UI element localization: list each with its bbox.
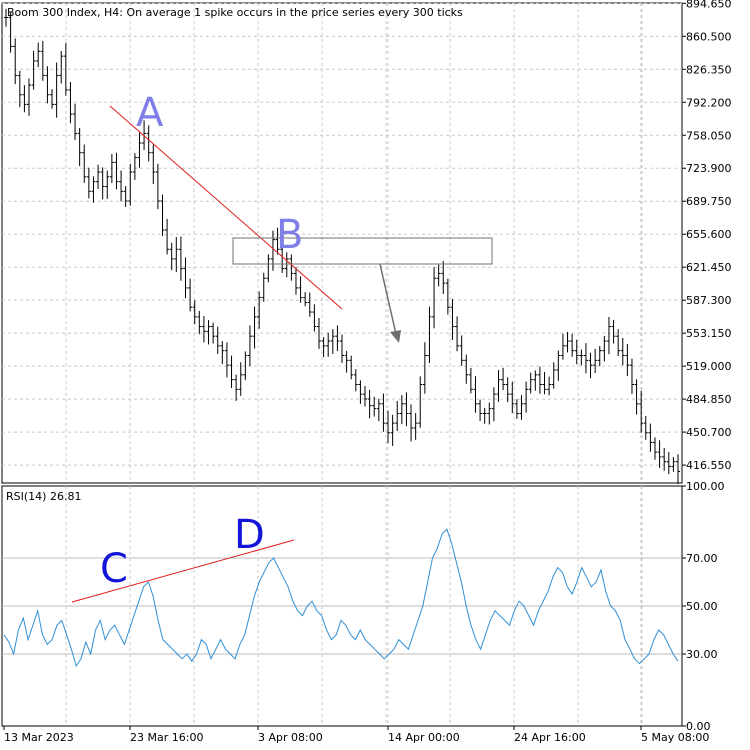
price-tick-label: 894.650 xyxy=(686,0,732,10)
rsi-tick-label: 30.00 xyxy=(686,648,718,661)
annotation-c: C xyxy=(100,546,128,592)
rsi-trendline[interactable] xyxy=(71,539,295,603)
price-tick-label: 587.300 xyxy=(686,294,732,307)
price-tick-label: 860.500 xyxy=(686,30,732,43)
price-tick-label: 689.750 xyxy=(686,195,732,208)
time-tick-label: 5 May 08:00 xyxy=(641,731,709,744)
chart-title: Boom 300 Index, H4: On average 1 spike o… xyxy=(7,6,463,19)
price-tick-label: 416.550 xyxy=(686,459,732,472)
rsi-tick-label: 50.00 xyxy=(686,600,718,613)
arrow-head-icon xyxy=(390,330,401,343)
arrow-shaft[interactable] xyxy=(379,263,397,335)
rsi-axis: 100.00 70.00 50.00 30.00 0.00 xyxy=(682,480,725,733)
price-tick-label: 655.600 xyxy=(686,228,732,241)
price-axis: 894.650 860.500 826.350 792.200 758.050 723.9… xyxy=(682,0,732,472)
price-tick-label: 826.350 xyxy=(686,63,732,76)
annotation-d: D xyxy=(234,512,265,558)
price-tick-label: 723.900 xyxy=(686,162,732,175)
price-tick-label: 758.050 xyxy=(686,129,732,142)
time-tick-label: 3 Apr 08:00 xyxy=(258,731,323,744)
price-tick-label: 792.200 xyxy=(686,96,732,109)
rsi-tick-label: 100.00 xyxy=(686,480,725,493)
time-tick-label: 23 Mar 16:00 xyxy=(130,731,203,744)
rsi-tick-label: 70.00 xyxy=(686,552,718,565)
price-bars xyxy=(4,8,680,485)
annotation-b: B xyxy=(276,212,303,258)
price-tick-label: 484.850 xyxy=(686,393,732,406)
price-trendline[interactable] xyxy=(109,105,343,310)
time-tick-label: 24 Apr 16:00 xyxy=(514,731,586,744)
price-tick-label: 553.150 xyxy=(686,327,732,340)
price-panel[interactable] xyxy=(1,2,683,484)
rsi-label: RSI(14) 26.81 xyxy=(6,490,81,503)
time-tick-label: 14 Apr 00:00 xyxy=(388,731,460,744)
rsi-grid xyxy=(2,486,682,726)
price-tick-label: 519.000 xyxy=(686,360,732,373)
price-tick-label: 621.450 xyxy=(686,261,732,274)
rsi-line xyxy=(3,528,679,668)
time-axis: 13 Mar 2023 23 Mar 16:00 3 Apr 08:00 14 Apr… xyxy=(3,726,709,744)
price-grid xyxy=(2,2,682,483)
time-tick-label: 13 Mar 2023 xyxy=(4,731,74,744)
price-tick-label: 450.700 xyxy=(686,426,732,439)
annotation-a: A xyxy=(136,90,164,136)
resistance-box[interactable] xyxy=(232,237,493,265)
rsi-tick-label: 0.00 xyxy=(686,720,711,733)
